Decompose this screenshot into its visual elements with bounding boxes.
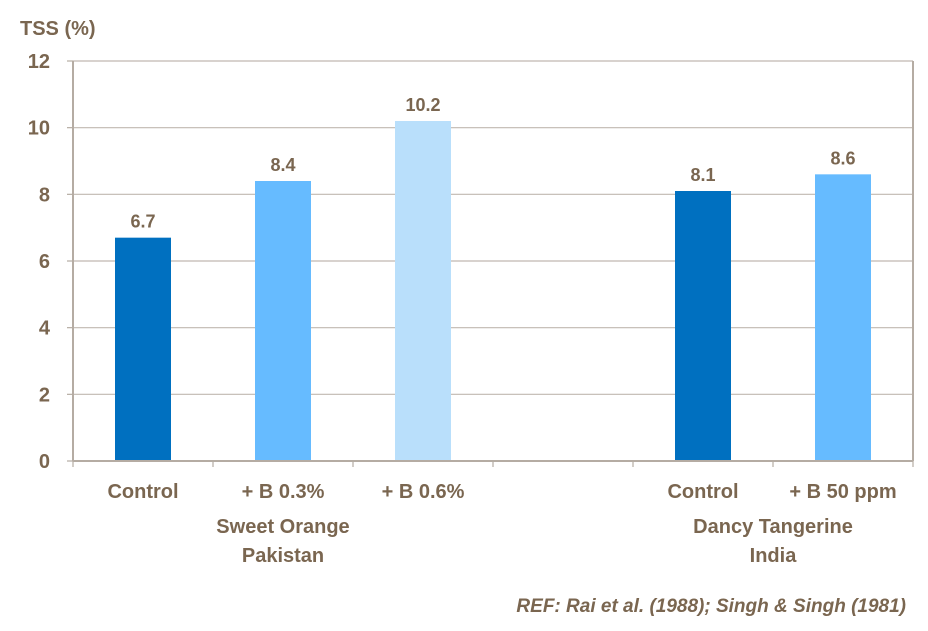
y-tick-label: 6 — [39, 251, 50, 273]
reference-note: REF: Rai et al. (1988); Singh & Singh (1… — [516, 596, 906, 617]
y-tick-label: 12 — [28, 51, 50, 73]
gridlines — [73, 60, 913, 395]
bar — [255, 181, 311, 461]
bar — [395, 121, 451, 461]
y-tick-label: 10 — [28, 118, 50, 140]
bar — [115, 237, 171, 461]
bar — [815, 174, 871, 462]
bars — [115, 121, 871, 462]
axes — [67, 60, 914, 467]
y-tick-label: 8 — [39, 184, 50, 206]
y-tick-label: 0 — [39, 451, 50, 473]
y-tick-label: 2 — [39, 384, 50, 406]
group-sublabel: Pakistan — [242, 545, 324, 567]
y-axis-title: TSS (%) — [20, 18, 96, 40]
data-label: 6.7 — [130, 212, 155, 232]
group-sublabel: India — [750, 545, 798, 567]
data-label: 8.1 — [690, 165, 715, 185]
x-tick-label: Control — [667, 481, 738, 503]
labels: 0 2 4 6 8 10 12 6.7 Control 8.4 + B 0.3% 10.2 + B 0.… — [28, 51, 897, 567]
x-tick-label: + B 0.6% — [382, 481, 465, 503]
group-label: Sweet Orange — [216, 516, 349, 538]
x-tick-label: + B 50 ppm — [789, 481, 896, 503]
group-label: Dancy Tangerine — [693, 516, 853, 538]
data-label: 8.6 — [830, 148, 855, 168]
x-tick-label: Control — [107, 481, 178, 503]
bar — [675, 191, 731, 461]
x-tick-label: + B 0.3% — [242, 481, 325, 503]
data-label: 8.4 — [270, 155, 295, 175]
y-tick-label: 4 — [39, 318, 51, 340]
data-label: 10.2 — [405, 95, 440, 115]
